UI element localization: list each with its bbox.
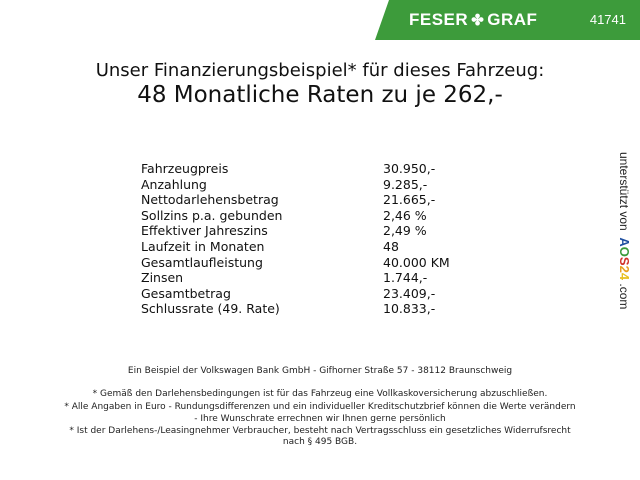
table-row: Gesamtlaufleistung 40.000 KM: [141, 255, 481, 271]
row-label: Fahrzeugpreis: [141, 161, 229, 176]
page-title: 48 Monatliche Raten zu je 262,-: [137, 82, 503, 108]
footnote-2: * Alle Angaben in Euro - Rundungsdiffere…: [64, 402, 576, 412]
row-label: Gesamtlaufleistung: [141, 254, 263, 270]
table-row: Schlussrate (49. Rate) 10.833,-: [141, 301, 481, 317]
table-row: Zinsen 1.744,-: [141, 270, 481, 286]
row-value: 2,49 %: [383, 223, 427, 239]
row-label: Schlussrate (49. Rate): [141, 301, 280, 317]
row-value: 1.744,-: [383, 270, 428, 286]
row-value: 48: [383, 238, 399, 254]
brand-logo: FESER ✤ GRAF: [409, 10, 537, 30]
bank-info: Ein Beispiel der Volkswagen Bank GmbH - …: [127, 366, 513, 376]
table-row: Fahrzeugpreis 30.950,-: [141, 161, 481, 177]
footnote-1: * Gemäß den Darlehensbedingungen ist für…: [92, 389, 548, 399]
logo-4: 4: [617, 272, 632, 281]
sponsor-suffix: .com: [617, 283, 631, 310]
page-subtitle: Unser Finanzierungsbeispiel* für dieses …: [95, 60, 545, 81]
dealer-number: 41741: [589, 12, 626, 27]
footnote-2-cont: - Ihre Wunschrate errechnen wir Ihnen ge…: [194, 414, 446, 424]
row-label: Effektiver Jahreszins: [141, 223, 268, 239]
logo-a: A: [617, 237, 632, 247]
row-label: Zinsen: [141, 270, 184, 286]
row-value: 23.409,-: [383, 285, 436, 301]
table-row: Effektiver Jahreszins 2,49 %: [141, 223, 481, 239]
row-value: 10.833,-: [383, 301, 436, 317]
logo-s: S: [617, 256, 632, 266]
footnote-3: * Ist der Darlehens-/Leasingnehmer Verbr…: [69, 426, 571, 436]
row-value: 21.665,-: [383, 192, 436, 208]
row-value: 9.285,-: [383, 176, 428, 192]
table-row: Sollzins p.a. gebunden 2,46 %: [141, 208, 481, 224]
row-value: 30.950,-: [383, 161, 436, 176]
clover-icon: ✤: [471, 12, 485, 29]
row-value: 2,46 %: [383, 207, 427, 223]
table-row: Laufzeit in Monaten 48: [141, 239, 481, 255]
row-label: Gesamtbetrag: [141, 285, 231, 301]
row-value: 40.000 KM: [383, 254, 450, 270]
row-label: Laufzeit in Monaten: [141, 238, 265, 254]
header-banner: FESER ✤ GRAF 41741: [375, 0, 640, 40]
logo-2: 2: [617, 265, 632, 273]
table-row: Nettodarlehensbetrag 21.665,-: [141, 192, 481, 208]
row-label: Nettodarlehensbetrag: [141, 192, 279, 208]
row-label: Anzahlung: [141, 176, 207, 192]
finance-table: Fahrzeugpreis 30.950,- Anzahlung 9.285,- Net…: [141, 161, 481, 317]
logo-o: O: [617, 246, 632, 257]
sponsor-label: unterstützt von AOS24 .com: [616, 152, 636, 332]
table-row: Anzahlung 9.285,-: [141, 177, 481, 193]
sponsor-prefix: unterstützt von: [617, 152, 631, 231]
row-label: Sollzins p.a. gebunden: [141, 207, 283, 223]
aos24-logo: AOS24: [617, 237, 632, 280]
brand-name-2: GRAF: [487, 10, 538, 29]
brand-name-1: FESER: [409, 10, 469, 29]
table-row: Gesamtbetrag 23.409,-: [141, 286, 481, 302]
footnote-3-cont: nach § 495 BGB.: [282, 437, 358, 447]
